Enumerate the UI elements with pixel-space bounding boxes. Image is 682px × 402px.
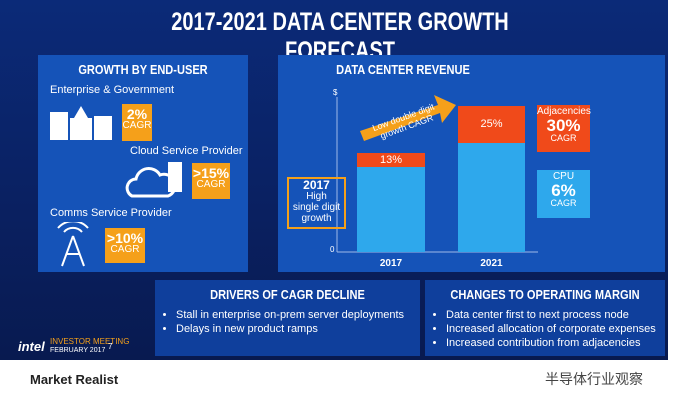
baseline-box xyxy=(287,177,346,229)
line: growth xyxy=(301,213,332,224)
value: 30% xyxy=(546,116,581,135)
cpu-box xyxy=(537,170,590,218)
axis-label: 0 xyxy=(330,245,335,254)
line: 2017 xyxy=(303,178,330,192)
item: Stall in enterprise on-prem server deplo… xyxy=(176,308,404,322)
item: Delays in new product ramps xyxy=(176,322,404,336)
value: 6% xyxy=(551,181,576,200)
growth-arrow xyxy=(360,95,456,141)
cloud-icon xyxy=(125,162,182,198)
date: FEBRUARY 2017 xyxy=(50,347,106,354)
label: Adjacencies xyxy=(537,106,591,117)
unit: CAGR xyxy=(122,120,152,131)
drivers-list: Stall in enterprise on-prem server deplo… xyxy=(162,308,404,336)
source: Market Realist xyxy=(30,372,119,387)
heading: GROWTH BY END-USER xyxy=(78,62,208,77)
logo: intel xyxy=(18,339,45,354)
unit: CAGR xyxy=(550,133,577,143)
baseline-text: 2017 High single digit growth xyxy=(288,178,345,224)
title: 2017-2021 DATA CENTER GROWTH FORECAST xyxy=(171,8,509,65)
value-box: 2% CAGR xyxy=(122,104,152,141)
adjacencies-box xyxy=(537,105,590,152)
page-number: 7 xyxy=(108,342,113,351)
label: Enterprise & Government xyxy=(50,84,175,96)
heading: CHANGES TO OPERATING MARGIN xyxy=(450,287,640,302)
unit: CAGR xyxy=(110,244,140,255)
margin-panel xyxy=(425,280,665,356)
cpu-bar xyxy=(458,143,525,252)
x-label: 2017 xyxy=(379,258,403,269)
item: Increased contribution from adjacencies xyxy=(446,336,656,350)
unit: CAGR xyxy=(196,179,226,190)
unit: CAGR xyxy=(550,198,577,208)
item: Increased allocation of corporate expens… xyxy=(446,322,656,336)
tower-icon xyxy=(57,222,89,267)
cpu-bar xyxy=(357,167,425,252)
line: High xyxy=(306,191,327,202)
axis-label: $ xyxy=(333,88,338,97)
value-box: >15% CAGR xyxy=(192,163,230,199)
adjacencies-text: Adjacencies 30% CAGR xyxy=(537,106,591,143)
value: 2% xyxy=(126,106,148,122)
label: CPU xyxy=(552,171,575,182)
adjacency-bar xyxy=(357,153,425,167)
value-box: >10% CAGR xyxy=(105,228,145,263)
heading: DATA CENTER REVENUE xyxy=(336,62,470,77)
line: single digit xyxy=(292,202,341,213)
building-icon xyxy=(50,106,112,140)
bar-label: 25% xyxy=(480,118,503,130)
value: >15% xyxy=(192,165,230,181)
event: INVESTOR MEETING xyxy=(50,337,130,346)
drivers-panel xyxy=(155,280,420,356)
watermark: 半导体行业观察 xyxy=(545,371,643,387)
heading: DRIVERS OF CAGR DECLINE xyxy=(210,287,365,302)
value: >10% xyxy=(106,230,144,246)
x-label: 2021 xyxy=(480,258,503,269)
cpu-text: CPU 6% CAGR xyxy=(537,172,590,208)
revenue-chart xyxy=(287,95,590,253)
margin-list: Data center first to next process node I… xyxy=(432,308,656,350)
label: Comms Service Provider xyxy=(50,207,172,219)
label: Cloud Service Provider xyxy=(130,145,243,157)
adjacency-bar xyxy=(458,106,525,143)
item: Data center first to next process node xyxy=(446,308,656,322)
bar-label: 13% xyxy=(379,154,403,166)
